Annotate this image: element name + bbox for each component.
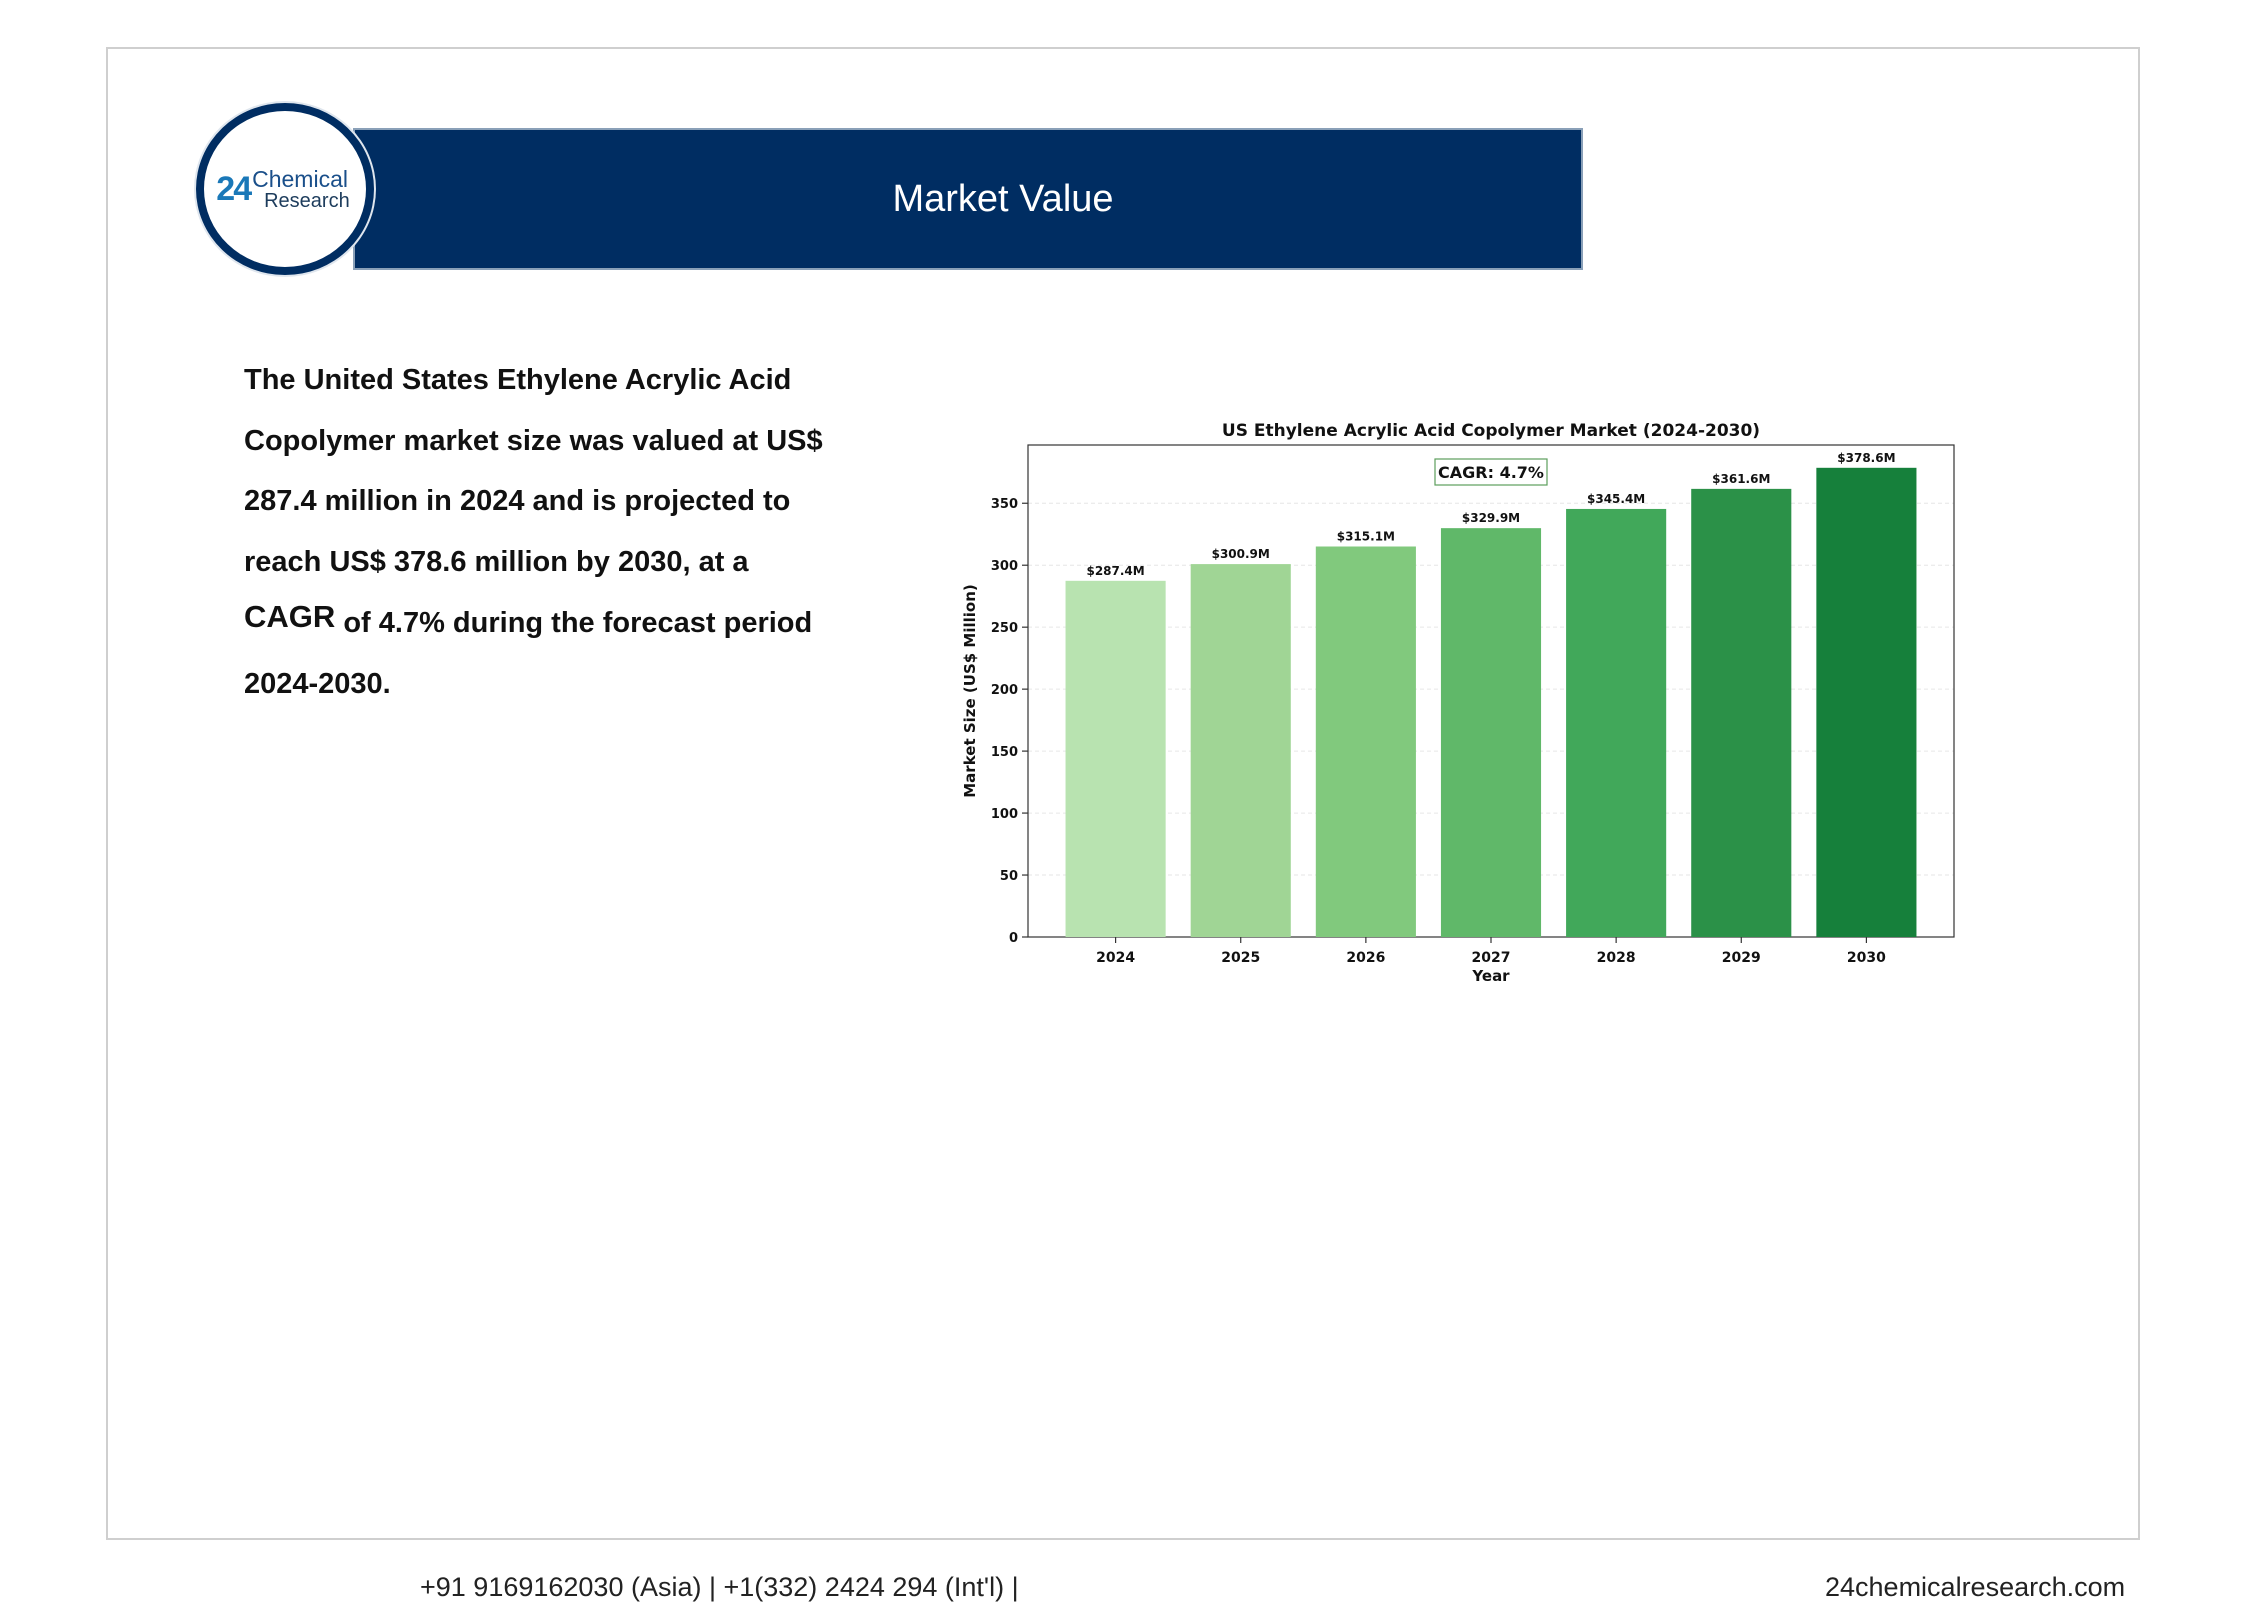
- summary-text-before: The United States Ethylene Acrylic Acid …: [244, 364, 823, 578]
- logo-words: Chemical Research: [252, 165, 350, 212]
- x-tick-label: 2025: [1221, 950, 1260, 966]
- y-tick-label: 200: [991, 683, 1018, 698]
- summary-cagr-highlight: CAGR: [244, 599, 336, 634]
- y-tick-label: 100: [991, 807, 1018, 822]
- bar: [1566, 508, 1667, 937]
- company-logo: 24 Chemical Research: [196, 103, 374, 275]
- y-tick-label: 150: [991, 745, 1018, 760]
- bar-data-label: $300.9M: [1212, 547, 1270, 561]
- bar-data-label: $329.9M: [1462, 511, 1520, 525]
- bar-data-label: $361.6M: [1712, 472, 1770, 486]
- bar-data-label: $287.4M: [1086, 564, 1144, 578]
- y-tick-label: 350: [991, 497, 1018, 512]
- x-tick-label: 2030: [1847, 950, 1886, 966]
- market-summary: The United States Ethylene Acrylic Acid …: [244, 350, 844, 714]
- bar: [1440, 528, 1542, 937]
- x-axis-label: Year: [1471, 967, 1510, 985]
- x-tick-label: 2028: [1597, 950, 1636, 966]
- bar-data-label: $345.4M: [1587, 492, 1645, 506]
- bar: [1315, 546, 1416, 937]
- chart-title: US Ethylene Acrylic Acid Copolymer Marke…: [1222, 421, 1760, 441]
- bar: [1190, 564, 1291, 937]
- bar: [1065, 580, 1166, 937]
- y-axis-label: Market Size (US$ Million): [961, 584, 979, 798]
- y-tick-label: 250: [991, 621, 1018, 636]
- page-title: Market Value: [892, 177, 1114, 220]
- market-chart-svg: 0 50 100 150 200 250 300 350 $287.4M 2024 $300.9M 2…: [961, 421, 1955, 985]
- x-tick-label: 2024: [1096, 950, 1135, 966]
- bar-data-label: $378.6M: [1837, 451, 1895, 465]
- x-tick-label: 2029: [1722, 950, 1761, 966]
- y-tick-label: 300: [991, 559, 1018, 574]
- summary-text-after: of 4.7% during the forecast period 2024-…: [244, 607, 813, 700]
- bar: [1816, 467, 1917, 937]
- y-tick-label: 0: [1009, 931, 1018, 946]
- bar: [1691, 488, 1792, 937]
- x-tick-label: 2027: [1472, 950, 1511, 966]
- logo-content: 24 Chemical Research: [216, 165, 350, 212]
- logo-mark: 24: [216, 169, 252, 208]
- bar-data-label: $315.1M: [1337, 529, 1395, 543]
- title-banner: Market Value: [353, 128, 1583, 270]
- cagr-annotation: CAGR: 4.7%: [1438, 463, 1544, 482]
- footer: +91 9169162030 (Asia) | +1(332) 2424 294…: [0, 1572, 2246, 1612]
- logo-line-chemical: Chemical: [252, 165, 348, 192]
- market-chart: 0 50 100 150 200 250 300 350 $287.4M 2024 $300.9M 2…: [940, 410, 1970, 990]
- x-tick-label: 2026: [1346, 950, 1385, 966]
- cagr-annotation-box: [1434, 458, 1548, 486]
- logo-line-research: Research: [264, 189, 350, 212]
- y-tick-label: 50: [1000, 869, 1018, 884]
